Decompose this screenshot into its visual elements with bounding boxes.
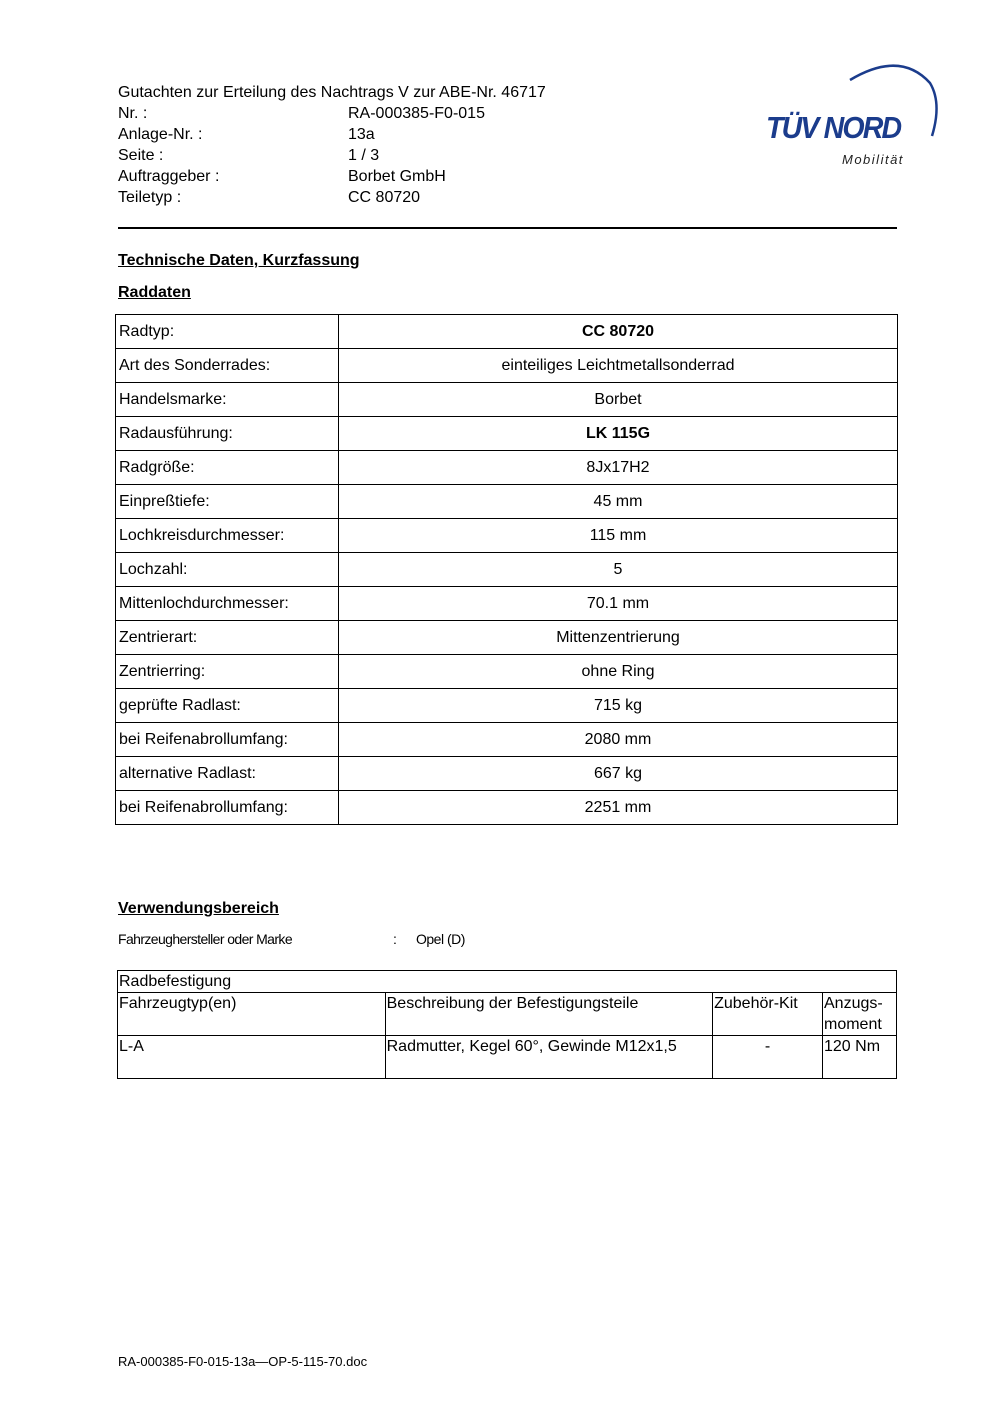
field-value: CC 80720 <box>348 189 421 206</box>
table-row: Lochkreisdurchmesser: 115 mm <box>115 518 898 553</box>
row-value: LK 115G <box>338 416 898 451</box>
table-row: Mittenlochdurchmesser: 70.1 mm <box>115 586 898 621</box>
header-field: Seite : 1 / 3 <box>118 145 546 166</box>
radbefestigung-table: Radbefestigung Fahrzeugtyp(en) Beschreib… <box>117 970 897 1079</box>
table-cell: L-A <box>117 1035 386 1079</box>
column-header: Fahrzeugtyp(en) <box>117 992 386 1036</box>
row-label: Handelsmarke: <box>115 382 339 417</box>
raddaten-table: Radtyp: CC 80720 Art des Sonderrades: einte… <box>115 314 898 825</box>
section-heading: Raddaten <box>118 284 191 301</box>
row-value: einteiliges Leichtmetallsonderrad <box>338 348 898 383</box>
row-label: Zentrierring: <box>115 654 339 689</box>
header-divider <box>118 227 897 229</box>
hersteller-label: Fahrzeughersteller oder Marke <box>118 931 293 947</box>
table-row: bei Reifenabrollumfang: 2251 mm <box>115 790 898 825</box>
row-value: ohne Ring <box>338 654 898 689</box>
row-value: Borbet <box>338 382 898 417</box>
field-value: 13a <box>348 126 375 143</box>
field-label: Nr. : <box>118 105 148 122</box>
table-cell: - <box>712 1035 823 1079</box>
hersteller-separator: : <box>393 931 397 947</box>
table-row: geprüfte Radlast: 715 kg <box>115 688 898 723</box>
row-label: Zentrierart: <box>115 620 339 655</box>
table-row: alternative Radlast: 667 kg <box>115 756 898 791</box>
row-value: 5 <box>338 552 898 587</box>
row-label: Art des Sonderrades: <box>115 348 339 383</box>
table-row: Einpreßtiefe: 45 mm <box>115 484 898 519</box>
header-field: Teiletyp : CC 80720 <box>118 187 546 208</box>
table-row: Radtyp: CC 80720 <box>115 314 898 349</box>
row-label: Mittenlochdurchmesser: <box>115 586 339 621</box>
section-heading: Verwendungsbereich <box>118 900 279 917</box>
table-cell: 120 Nm <box>822 1035 897 1079</box>
field-label: Auftraggeber : <box>118 168 220 185</box>
row-value: 2080 mm <box>338 722 898 757</box>
row-value: 115 mm <box>338 518 898 553</box>
table-title: Radbefestigung <box>117 970 897 993</box>
field-value: 1 / 3 <box>348 147 380 164</box>
row-label: alternative Radlast: <box>115 756 339 791</box>
table-row: Zentrierart: Mittenzentrierung <box>115 620 898 655</box>
row-label: Radtyp: <box>115 314 339 349</box>
row-label: bei Reifenabrollumfang: <box>115 722 339 757</box>
table-row: Zentrierring: ohne Ring <box>115 654 898 689</box>
table-row: Handelsmarke: Borbet <box>115 382 898 417</box>
row-value: Mittenzentrierung <box>338 620 898 655</box>
row-value: CC 80720 <box>338 314 898 349</box>
table-row: Art des Sonderrades: einteiliges Leichtme… <box>115 348 898 383</box>
row-value: 2251 mm <box>338 790 898 825</box>
section-heading: Technische Daten, Kurzfassung <box>118 252 360 269</box>
field-label: Anlage-Nr. : <box>118 126 203 143</box>
header-field: Auftraggeber : Borbet GmbH <box>118 166 546 187</box>
document-title: Gutachten zur Erteilung des Nachtrags V … <box>118 84 546 101</box>
row-label: Lochkreisdurchmesser: <box>115 518 339 553</box>
row-label: Einpreßtiefe: <box>115 484 339 519</box>
column-header: Anzugs-moment <box>822 992 897 1036</box>
row-value: 8Jx17H2 <box>338 450 898 485</box>
row-label: Radgröße: <box>115 450 339 485</box>
row-value: 45 mm <box>338 484 898 519</box>
row-label: bei Reifenabrollumfang: <box>115 790 339 825</box>
logo-arc-icon <box>849 64 938 137</box>
logo-subtitle: Mobilität <box>842 152 904 167</box>
table-cell: Radmutter, Kegel 60°, Gewinde M12x1,5 <box>384 1035 714 1079</box>
field-value: Borbet GmbH <box>348 168 446 185</box>
column-header: Beschreibung der Befestigungsteile <box>384 992 714 1036</box>
footer-filename: RA-000385-F0-015-13a—OP-5-115-70.doc <box>118 1354 368 1369</box>
document-header: Gutachten zur Erteilung des Nachtrags V … <box>118 82 546 208</box>
row-value: 715 kg <box>338 688 898 723</box>
header-field: Anlage-Nr. : 13a <box>118 124 546 145</box>
row-label: geprüfte Radlast: <box>115 688 339 723</box>
column-header: Zubehör-Kit <box>712 992 823 1036</box>
row-label: Lochzahl: <box>115 552 339 587</box>
header-field: Nr. : RA-000385-F0-015 <box>118 103 546 124</box>
field-label: Teiletyp : <box>118 189 182 206</box>
field-label: Seite : <box>118 147 164 164</box>
table-row: bei Reifenabrollumfang: 2080 mm <box>115 722 898 757</box>
field-value: RA-000385-F0-015 <box>348 105 485 122</box>
table-row: Radausführung: LK 115G <box>115 416 898 451</box>
row-value: 667 kg <box>338 756 898 791</box>
table-row: Lochzahl: 5 <box>115 552 898 587</box>
table-row: Radgröße: 8Jx17H2 <box>115 450 898 485</box>
row-value: 70.1 mm <box>338 586 898 621</box>
logo: TÜV NORD <box>766 110 902 145</box>
row-label: Radausführung: <box>115 416 339 451</box>
hersteller-value: Opel (D) <box>416 931 465 947</box>
